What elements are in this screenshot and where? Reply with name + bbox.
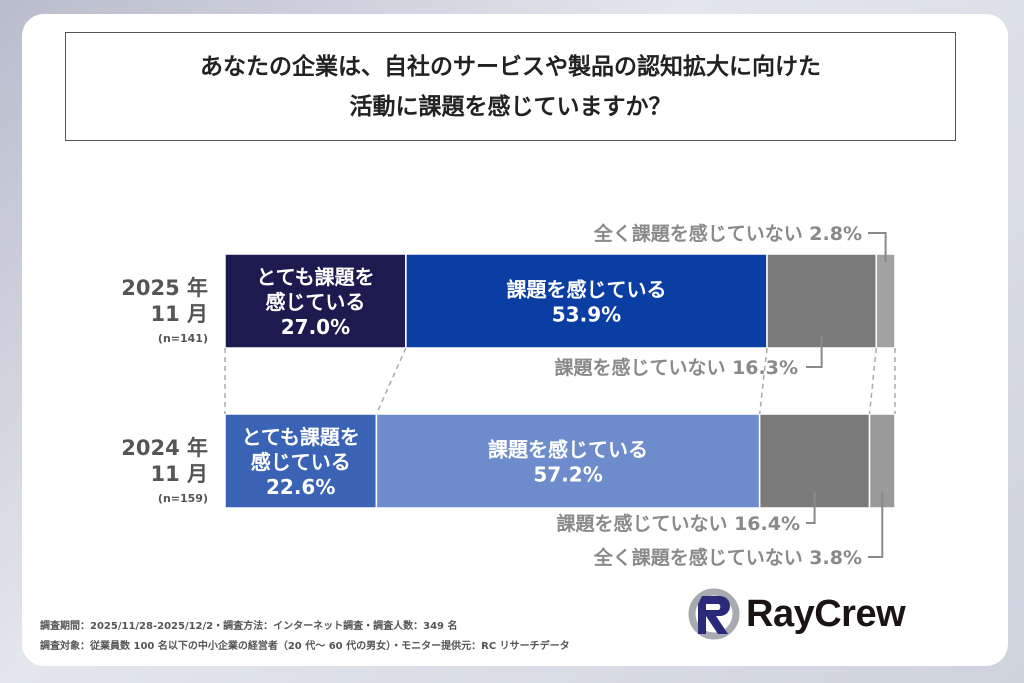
dashed-connector: [375, 347, 407, 415]
segment-label: とても課題を: [242, 425, 360, 449]
segment-label: とても課題を: [256, 265, 374, 289]
category-n-label: (n=141): [158, 332, 208, 345]
chart-title: あなたの企業は、自社のサービスや製品の認知拡大に向けた 活動に課題を感じています…: [200, 53, 821, 120]
callout-leader-line: [868, 492, 884, 558]
callout-label: 全く課題を感じていない 3.8%: [593, 546, 862, 569]
segment-label: 57.2%: [533, 463, 602, 487]
segment-label: 感じている: [265, 290, 365, 314]
dashed-connector: [758, 347, 768, 415]
category-month-label: 11 月: [150, 302, 208, 326]
bar-segment: [375, 413, 761, 509]
segment-label: 課題を感じている: [506, 278, 666, 302]
bar-segment: [405, 253, 768, 349]
footer-survey-target: 調査対象：従業員数 100 名以下の中小企業の経営者（20 代～ 60 代の男女…: [40, 641, 570, 652]
segment-label: 課題を感じている: [488, 438, 648, 462]
logo-text: RayCrew: [746, 592, 906, 635]
segment-label: 53.9%: [552, 303, 621, 327]
footer-survey-period: 調査期間：2025/11/28-2025/12/2・調査方法：インターネット調査…: [40, 621, 458, 632]
bar-segment: [766, 253, 877, 349]
bar-segment: [224, 413, 378, 509]
category-month-label: 11 月: [150, 462, 208, 486]
category-year-label: 2025 年: [121, 276, 208, 300]
segment-label: 感じている: [251, 450, 351, 474]
category-year-label: 2024 年: [121, 436, 208, 460]
raycrew-logo: RayCrew: [688, 588, 906, 640]
category-n-label: (n=159): [158, 492, 208, 505]
title-box: あなたの企業は、自社のサービスや製品の認知拡大に向けた 活動に課題を感じています…: [65, 32, 956, 141]
bar-segment: [875, 253, 896, 349]
callout-leader-line: [806, 492, 816, 524]
segment-label: 22.6%: [266, 475, 335, 499]
segment-label: 27.0%: [281, 315, 350, 339]
callout-label: 課題を感じていない 16.4%: [556, 512, 800, 535]
logo-mark-icon: [688, 588, 740, 640]
callout-leader-line: [806, 336, 823, 368]
callout-label: 課題を感じていない 16.3%: [554, 356, 798, 379]
dashed-connector: [868, 347, 877, 415]
callout-label: 全く課題を感じていない 2.8%: [593, 222, 862, 245]
callout-leader-line: [868, 232, 887, 262]
